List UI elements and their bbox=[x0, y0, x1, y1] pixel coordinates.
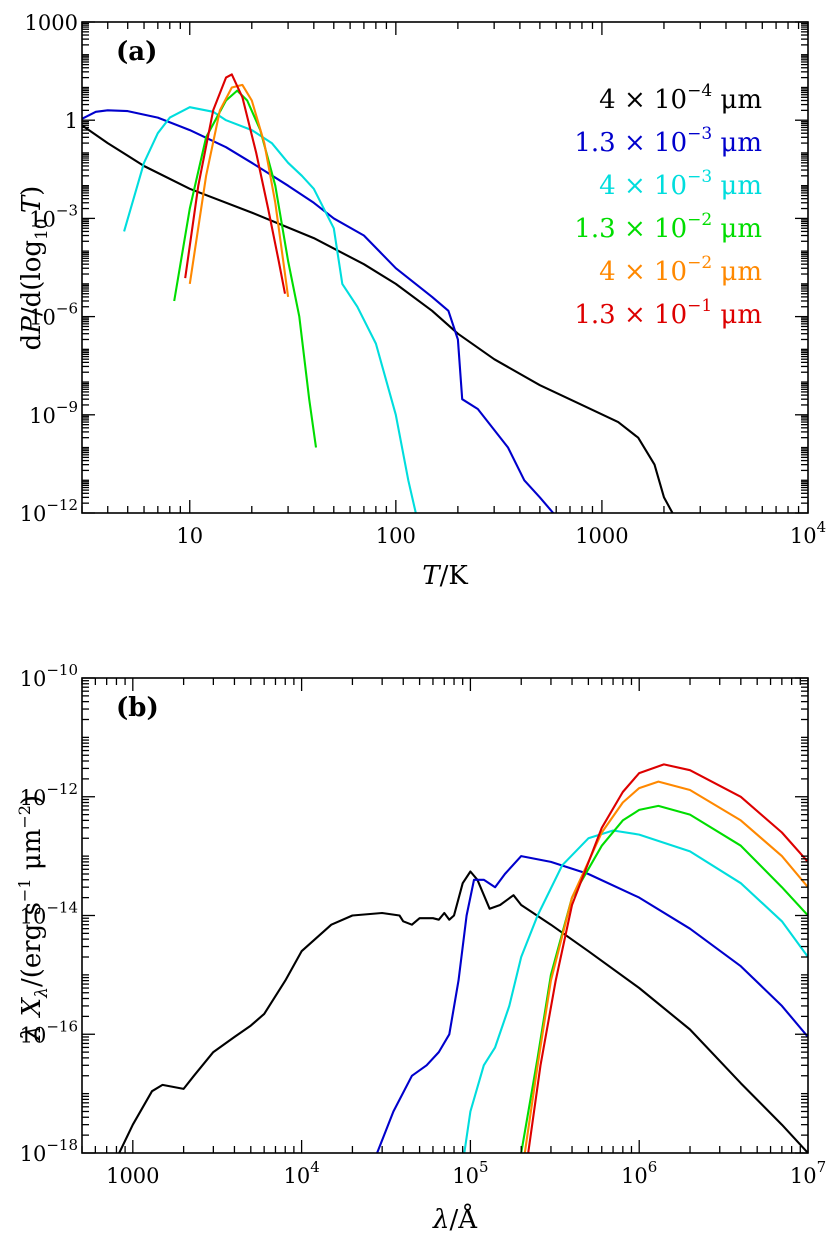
x-axis-label: λ/Å bbox=[432, 1203, 478, 1235]
y-tick-label: 10−10 bbox=[20, 661, 78, 691]
legend-entry: 4 × 10−2 μm bbox=[599, 253, 762, 287]
panel-a-plot: 10 100 1000 104 10−12 10−9 10−6 10−3 1 1000 (a) T/K… bbox=[17, 11, 826, 591]
x-tick-label: 106 bbox=[621, 1158, 657, 1188]
x-tick-label: 104 bbox=[790, 518, 826, 548]
y-axis-label: dP/d(log10 T) bbox=[17, 186, 52, 351]
x-tick-label: 100 bbox=[376, 524, 416, 548]
y-tick-label: 10−3 bbox=[29, 201, 78, 231]
y-tick-label: 1 bbox=[65, 109, 78, 133]
legend-entry: 1.3 × 10−3 μm bbox=[574, 124, 762, 158]
series-line-1 bbox=[118, 870, 808, 1153]
series-line-5 bbox=[523, 780, 808, 1153]
legend-entry: 1.3 × 10−1 μm bbox=[574, 296, 762, 330]
legend-entry: 1.3 × 10−2 μm bbox=[574, 210, 762, 244]
y-tick-label: 10−12 bbox=[20, 496, 78, 526]
x-tick-label: 1000 bbox=[106, 1164, 159, 1188]
legend-entry: 4 × 10−4 μm bbox=[599, 81, 762, 115]
y-tick-label: 10−9 bbox=[29, 398, 78, 428]
series-line-1 bbox=[82, 124, 674, 513]
series-line-5 bbox=[188, 83, 290, 298]
y-tick-label: 10−18 bbox=[20, 1136, 78, 1166]
plot-frame bbox=[81, 21, 809, 514]
x-tick-label: 107 bbox=[790, 1158, 826, 1188]
panel-b-plot: 1000 104 105 106 107 10−18 10−16 10−14 10−12 10−1… bbox=[15, 661, 826, 1235]
series-line-2 bbox=[82, 109, 554, 513]
x-axis-label: T/K bbox=[422, 561, 468, 591]
series-line-3 bbox=[123, 106, 417, 513]
y-tick-label: 10−16 bbox=[20, 1017, 78, 1047]
y-tick-label: 10−14 bbox=[20, 899, 78, 929]
x-tick-label: 10 bbox=[176, 524, 203, 548]
x-tick-label: 1000 bbox=[575, 524, 628, 548]
y-tick-label: 10−6 bbox=[29, 300, 78, 330]
series-line-6 bbox=[527, 763, 808, 1153]
legend-entry: 4 × 10−3 μm bbox=[599, 167, 762, 201]
series-line-4 bbox=[173, 89, 318, 448]
series-line-2 bbox=[376, 855, 808, 1153]
panel-label: (b) bbox=[116, 693, 159, 723]
y-tick-label: 1000 bbox=[25, 11, 78, 35]
x-tick-label: 105 bbox=[452, 1158, 488, 1188]
series-line-6 bbox=[184, 73, 287, 294]
panel-label: (a) bbox=[116, 37, 157, 67]
series-line-4 bbox=[520, 804, 808, 1153]
y-axis-label: λ Xλ/(erg s−1 μm−2) bbox=[15, 795, 52, 1042]
x-tick-label: 104 bbox=[283, 1158, 319, 1188]
series-line-3 bbox=[463, 829, 808, 1153]
y-tick-label: 10−12 bbox=[20, 780, 78, 810]
